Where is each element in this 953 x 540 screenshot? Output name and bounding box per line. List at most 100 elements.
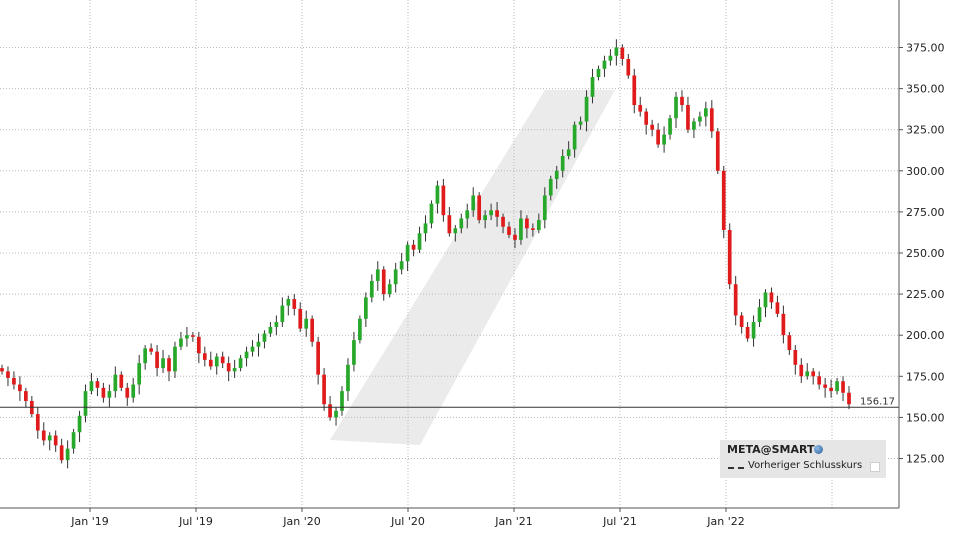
candle-body-down — [680, 96, 684, 106]
candle — [513, 228, 517, 249]
candle-body-down — [799, 364, 804, 377]
candle — [334, 407, 338, 426]
candle-body-down — [686, 105, 690, 130]
candle — [340, 386, 344, 416]
candle — [107, 384, 112, 408]
candle-body-down — [823, 384, 827, 388]
y-tick-label: 250.00 — [906, 247, 945, 260]
candle — [787, 331, 792, 355]
candle — [137, 354, 142, 395]
candle — [208, 351, 213, 370]
candle — [95, 377, 100, 397]
globe-icon[interactable] — [814, 445, 823, 454]
candle — [143, 345, 148, 370]
candle — [423, 215, 428, 242]
candles — [0, 39, 851, 469]
candle — [656, 123, 660, 148]
candle-body-up — [542, 195, 547, 221]
candle — [763, 289, 768, 318]
candle-body-down — [507, 226, 511, 235]
prev-close-label: 156.17 — [860, 396, 895, 407]
candle-body-up — [304, 318, 309, 329]
candle — [489, 203, 493, 221]
candle — [65, 440, 70, 469]
candle — [459, 213, 464, 234]
candle — [769, 287, 774, 309]
candle — [572, 121, 577, 158]
candle — [727, 223, 732, 290]
candle — [793, 345, 798, 375]
candle-body-down — [119, 374, 124, 388]
candle-body-up — [751, 322, 756, 339]
candle-body-down — [316, 341, 320, 375]
candle-body-down — [381, 269, 386, 295]
candle — [632, 68, 637, 114]
candle — [191, 331, 195, 342]
candle-body-up — [560, 156, 565, 171]
candle — [232, 359, 237, 378]
candle-body-down — [620, 47, 625, 60]
candle — [0, 364, 4, 375]
candle-body-down — [709, 108, 714, 132]
y-tick-label: 200.00 — [906, 329, 945, 342]
candle-body-down — [715, 131, 720, 171]
candle-body-down — [220, 356, 225, 364]
candle-body-up — [47, 435, 52, 441]
candle — [447, 206, 452, 237]
y-tick-label: 300.00 — [906, 165, 945, 178]
candle-body-down — [632, 75, 637, 106]
candle — [364, 292, 368, 327]
candle-body-up — [590, 77, 595, 97]
checkbox-icon[interactable] — [870, 462, 880, 472]
candle-body-up — [417, 233, 422, 250]
candle-body-up — [274, 322, 279, 327]
legend: META@SMART Vorheriger Schlusskurs — [720, 440, 886, 478]
candle-body-up — [65, 448, 70, 461]
candle-body-down — [24, 391, 28, 401]
candle-body-down — [727, 229, 732, 285]
y-tick-label: 175.00 — [906, 370, 945, 383]
candle — [847, 386, 851, 410]
candle — [715, 128, 720, 175]
candle — [393, 262, 398, 293]
candle — [674, 91, 678, 129]
candle-body-down — [495, 210, 499, 217]
candle-body-up — [256, 341, 261, 347]
candle-body-down — [95, 381, 100, 388]
candle — [435, 180, 440, 214]
candle — [149, 343, 153, 355]
candle — [71, 428, 76, 454]
candle — [602, 55, 607, 78]
plot-frame — [0, 0, 900, 509]
candle-body-down — [149, 348, 153, 352]
candle-body-up — [340, 391, 344, 411]
candle-body-down — [35, 414, 40, 431]
candle — [352, 331, 356, 372]
candle-body-down — [447, 215, 452, 234]
candle-body-down — [793, 349, 798, 365]
candle — [662, 126, 666, 153]
candle-body-down — [191, 335, 195, 337]
candle-body-up — [548, 179, 553, 196]
candle-body-down — [59, 445, 64, 461]
candle-body-up — [405, 244, 410, 262]
candle — [698, 111, 702, 127]
candle — [316, 336, 320, 385]
candle-body-up — [692, 121, 696, 130]
candle — [35, 407, 40, 439]
candle-body-down — [41, 430, 46, 441]
x-tick-label: Jan '20 — [282, 515, 320, 528]
candle — [709, 100, 714, 138]
candle-body-up — [334, 410, 338, 418]
candle — [155, 345, 159, 377]
candle-body-down — [12, 377, 16, 385]
candle — [680, 90, 684, 112]
candle-body-up — [286, 299, 291, 306]
candle — [298, 302, 303, 332]
candle — [167, 354, 171, 382]
candle-body-up — [244, 351, 249, 359]
candle — [220, 351, 225, 369]
candle — [692, 118, 696, 138]
candle — [113, 366, 118, 398]
candle-body-up — [83, 391, 88, 416]
